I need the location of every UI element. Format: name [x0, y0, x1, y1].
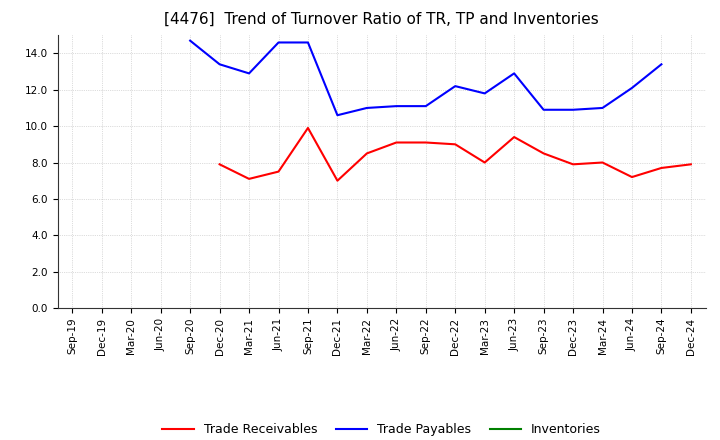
Trade Payables	[598, 105, 607, 110]
Trade Payables	[245, 71, 253, 76]
Trade Payables	[451, 84, 459, 89]
Trade Receivables	[421, 140, 430, 145]
Trade Payables	[421, 103, 430, 109]
Trade Receivables	[598, 160, 607, 165]
Legend: Trade Receivables, Trade Payables, Inventories: Trade Receivables, Trade Payables, Inven…	[157, 418, 606, 440]
Trade Payables	[510, 71, 518, 76]
Trade Receivables	[480, 160, 489, 165]
Trade Payables	[215, 62, 224, 67]
Trade Payables	[480, 91, 489, 96]
Trade Payables	[363, 105, 372, 110]
Trade Receivables	[333, 178, 342, 183]
Trade Receivables	[274, 169, 283, 174]
Trade Payables	[539, 107, 548, 112]
Trade Payables	[274, 40, 283, 45]
Trade Payables	[333, 113, 342, 118]
Trade Payables	[304, 40, 312, 45]
Trade Receivables	[304, 125, 312, 131]
Trade Receivables	[392, 140, 400, 145]
Trade Receivables	[687, 161, 696, 167]
Trade Receivables	[451, 142, 459, 147]
Trade Receivables	[569, 161, 577, 167]
Trade Payables	[628, 85, 636, 91]
Line: Trade Receivables: Trade Receivables	[220, 128, 691, 181]
Trade Receivables	[510, 134, 518, 139]
Trade Receivables	[215, 161, 224, 167]
Trade Payables	[186, 38, 194, 43]
Title: [4476]  Trend of Turnover Ratio of TR, TP and Inventories: [4476] Trend of Turnover Ratio of TR, TP…	[164, 12, 599, 27]
Trade Payables	[569, 107, 577, 112]
Line: Trade Payables: Trade Payables	[190, 40, 662, 115]
Trade Receivables	[628, 174, 636, 180]
Trade Payables	[392, 103, 400, 109]
Trade Receivables	[657, 165, 666, 171]
Trade Receivables	[363, 151, 372, 156]
Trade Payables	[657, 62, 666, 67]
Trade Receivables	[539, 151, 548, 156]
Trade Receivables	[245, 176, 253, 182]
